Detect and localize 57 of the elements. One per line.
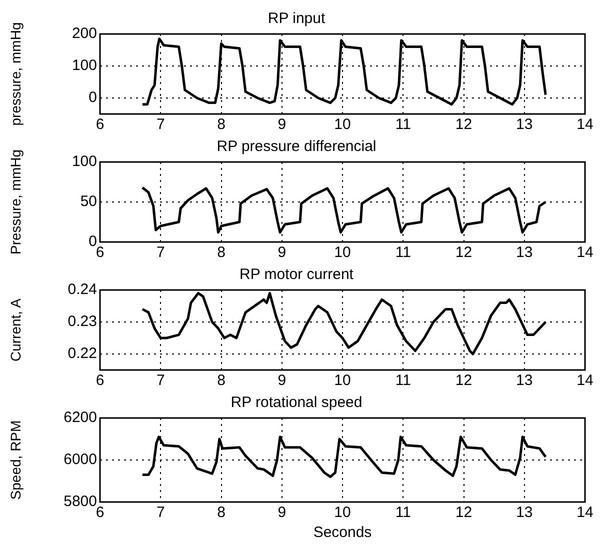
x-tick-label: 14: [576, 244, 594, 262]
x-tick-label: 8: [217, 504, 226, 522]
chart-title: RP rotational speed: [230, 394, 362, 412]
x-tick-label: 13: [516, 372, 533, 390]
y-tick-label: 6200: [64, 409, 97, 426]
chart-title: RP input: [268, 10, 326, 28]
chart-title: RP pressure differencial: [216, 138, 376, 156]
x-tick-label: 12: [455, 372, 472, 390]
y-tick-label: 50: [80, 193, 97, 210]
x-tick-label: 10: [334, 372, 351, 390]
x-tick-label: 12: [455, 504, 472, 522]
x-tick-label: 6: [96, 372, 104, 390]
x-tick-label: 9: [278, 116, 286, 134]
x-tick-label: 10: [334, 116, 351, 134]
y-tick-label: 0.22: [68, 345, 97, 362]
y-tick-label: 0: [88, 233, 97, 250]
x-tick-label: 8: [217, 244, 226, 262]
x-tick-label: 11: [395, 244, 411, 262]
x-tick-label: 12: [455, 244, 472, 262]
x-tick-label: 9: [278, 244, 286, 262]
x-tick-label: 13: [516, 504, 533, 522]
x-tick-label: 6: [96, 504, 104, 522]
x-tick-label: 13: [516, 116, 533, 134]
x-tick-label: 7: [156, 116, 165, 134]
x-tick-label: 9: [278, 372, 286, 390]
x-tick-label: 14: [576, 372, 594, 390]
y-tick-label: 5800: [64, 493, 97, 510]
y-tick-label: 0.23: [68, 313, 97, 330]
x-tick-label: 8: [217, 116, 226, 134]
x-axis-title: Seconds: [313, 524, 372, 542]
x-tick-label: 10: [334, 244, 351, 262]
x-tick-label: 7: [156, 244, 165, 262]
x-tick-label: 13: [516, 244, 533, 262]
y-tick-label: 6000: [64, 451, 97, 468]
chart-title: RP motor current: [240, 266, 354, 284]
x-tick-label: 12: [455, 116, 472, 134]
y-tick-label: 0.24: [68, 281, 97, 298]
x-tick-label: 11: [395, 116, 411, 134]
x-tick-label: 8: [217, 372, 226, 390]
y-axis-title: pressure, mmHg: [7, 22, 24, 126]
y-tick-label: 100: [72, 153, 97, 170]
y-axis-title: Pressure, mmHg: [7, 149, 24, 255]
x-tick-label: 11: [395, 504, 411, 522]
x-tick-label: 11: [395, 372, 411, 390]
y-tick-label: 0: [88, 89, 97, 106]
x-tick-label: 6: [96, 244, 104, 262]
x-tick-label: 7: [156, 504, 165, 522]
y-axis-title: Speed, RPM: [7, 420, 24, 500]
y-tick-label: 100: [72, 57, 97, 74]
x-tick-label: 14: [576, 116, 594, 134]
x-tick-label: 6: [96, 116, 104, 134]
x-tick-label: 9: [278, 504, 286, 522]
y-tick-label: 200: [72, 25, 97, 42]
x-tick-label: 10: [334, 504, 351, 522]
x-tick-label: 14: [576, 504, 594, 522]
x-tick-label: 7: [156, 372, 165, 390]
y-axis-title: Current, A: [7, 298, 24, 362]
